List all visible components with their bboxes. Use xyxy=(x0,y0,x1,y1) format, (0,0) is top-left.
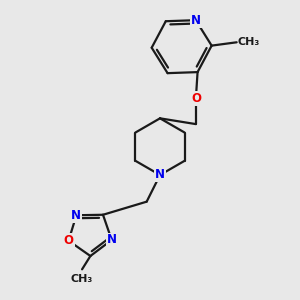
Text: CH₃: CH₃ xyxy=(238,37,260,47)
Text: O: O xyxy=(64,234,74,247)
Text: O: O xyxy=(191,92,201,105)
Text: CH₃: CH₃ xyxy=(71,274,93,284)
Text: N: N xyxy=(71,209,81,222)
Text: N: N xyxy=(155,169,165,182)
Text: N: N xyxy=(107,233,117,247)
Text: N: N xyxy=(191,14,201,27)
